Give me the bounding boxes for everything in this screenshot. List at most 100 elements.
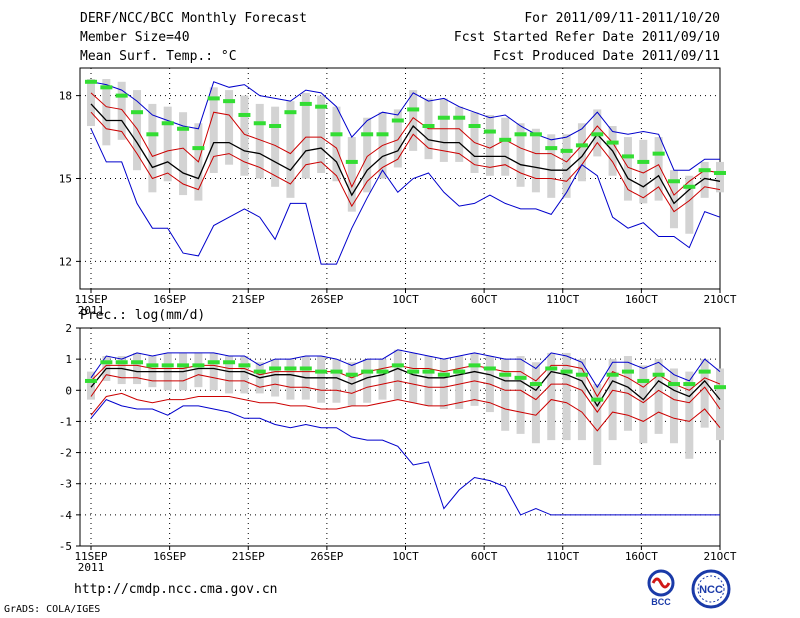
ensemble-box xyxy=(240,356,249,394)
ensemble-box xyxy=(669,368,678,444)
ensemble-mean-marker xyxy=(391,118,404,123)
x-tick-label: 21OCT xyxy=(703,293,736,306)
source-url[interactable]: http://cmdp.ncc.cma.gov.cn xyxy=(74,582,278,597)
ensemble-box xyxy=(547,134,556,198)
ensemble-box xyxy=(378,359,387,400)
ensemble-box xyxy=(547,352,556,441)
ensemble-box xyxy=(225,356,234,394)
y-tick-label: 15 xyxy=(59,173,72,186)
ensemble-mean-marker xyxy=(330,369,343,374)
ensemble-mean-marker xyxy=(315,104,328,109)
x-tick-label: 16OCT xyxy=(625,293,658,306)
ensemble-box xyxy=(87,79,96,127)
ncc-logo: NCC xyxy=(691,569,731,609)
ensemble-mean-marker xyxy=(468,363,481,368)
ensemble-box xyxy=(501,359,510,431)
ensemble-mean-marker xyxy=(529,132,542,137)
y-axis-label: Prec.: log(mm/d) xyxy=(80,308,205,323)
ensemble-box xyxy=(225,90,234,165)
ensemble-mean-marker xyxy=(453,369,466,374)
ensemble-box xyxy=(639,139,648,204)
ensemble-mean-marker xyxy=(376,132,389,137)
ensemble-box xyxy=(317,95,326,173)
y-tick-label: -2 xyxy=(59,447,72,460)
ensemble-mean-marker xyxy=(499,372,512,377)
ensemble-box xyxy=(439,359,448,409)
series-median xyxy=(90,103,721,205)
grads-credit: GrADS: COLA/IGES xyxy=(4,604,101,615)
ensemble-box xyxy=(608,359,617,441)
series-median xyxy=(90,367,721,408)
ensemble-box xyxy=(393,109,402,168)
ensemble-box xyxy=(332,359,341,403)
ensemble-mean-marker xyxy=(361,132,374,137)
series-max xyxy=(90,81,720,171)
ensemble-mean-marker xyxy=(85,378,98,383)
ensemble-mean-marker xyxy=(146,363,159,368)
ensemble-box xyxy=(102,79,111,146)
ensemble-mean-marker xyxy=(698,168,711,173)
ensemble-mean-marker xyxy=(223,360,236,365)
ensemble-mean-marker xyxy=(483,129,496,134)
ensemble-mean-marker xyxy=(161,121,174,126)
ensemble-box xyxy=(133,352,142,385)
ensemble-mean-marker xyxy=(115,93,128,98)
ensemble-mean-marker xyxy=(652,151,665,156)
ensemble-mean-marker xyxy=(621,154,634,159)
ensemble-box xyxy=(562,352,571,441)
ensemble-box xyxy=(332,106,341,182)
x-tick-label: 21SEP xyxy=(232,293,265,306)
x-tick-label: 16SEP xyxy=(153,550,186,563)
ensemble-mean-marker xyxy=(591,397,604,402)
ensemble-mean-marker xyxy=(637,159,650,164)
ensemble-box xyxy=(531,362,540,444)
ensemble-mean-marker xyxy=(284,366,297,371)
x-tick-label: 1OCT xyxy=(392,550,419,563)
ensemble-mean-marker xyxy=(146,132,159,137)
ensemble-mean-marker xyxy=(683,184,696,189)
ensemble-mean-marker xyxy=(238,363,251,368)
ensemble-mean-marker xyxy=(437,372,450,377)
ensemble-mean-marker xyxy=(361,369,374,374)
ensemble-box xyxy=(455,106,464,162)
member-size: Member Size=40 xyxy=(80,30,190,45)
ensemble-box xyxy=(577,123,586,182)
y-tick-label: 1 xyxy=(65,353,72,366)
ensemble-mean-marker xyxy=(161,363,174,368)
ensemble-mean-marker xyxy=(345,159,358,164)
ensemble-mean-marker xyxy=(714,170,726,175)
ensemble-mean-marker xyxy=(223,99,236,104)
ensemble-box xyxy=(317,356,326,403)
y-tick-label: -3 xyxy=(59,478,72,491)
y-tick-label: 0 xyxy=(65,384,72,397)
ensemble-mean-marker xyxy=(667,382,680,387)
ensemble-box xyxy=(424,356,433,406)
ensemble-mean-marker xyxy=(177,363,190,368)
y-tick-label: -1 xyxy=(59,415,72,428)
ensemble-box xyxy=(117,81,126,140)
variable-label: Mean Surf. Temp.: °C xyxy=(80,49,237,64)
ensemble-box xyxy=(593,384,602,466)
ensemble-box xyxy=(409,90,418,151)
ensemble-box xyxy=(654,137,663,201)
panel-precipitation: 11SEP 16SEP 21SEP 26SEP 1OCT 6OCT 11OCT 16OCT 21… xyxy=(59,308,737,574)
y-tick-label: -5 xyxy=(59,540,72,553)
forecast-start-date: Fcst Started Refer Date 2011/09/10 xyxy=(453,30,720,45)
y-tick-label: 2 xyxy=(65,322,72,335)
ensemble-mean-marker xyxy=(667,179,680,184)
ensemble-box xyxy=(301,92,310,179)
ensemble-box xyxy=(255,103,264,179)
chart-title: DERF/NCC/BCC Monthly Forecast xyxy=(80,11,307,26)
ensemble-box xyxy=(393,349,402,400)
ensemble-mean-marker xyxy=(575,143,588,148)
ensemble-mean-marker xyxy=(391,363,404,368)
ensemble-mean-marker xyxy=(437,115,450,120)
ensemble-mean-marker xyxy=(637,378,650,383)
ensemble-mean-marker xyxy=(207,360,220,365)
ensemble-mean-marker xyxy=(376,369,389,374)
ensemble-box xyxy=(685,371,694,459)
ensemble-mean-marker xyxy=(253,369,266,374)
ensemble-mean-marker xyxy=(591,132,604,137)
ensemble-mean-marker xyxy=(85,79,98,84)
series-max xyxy=(90,349,721,389)
